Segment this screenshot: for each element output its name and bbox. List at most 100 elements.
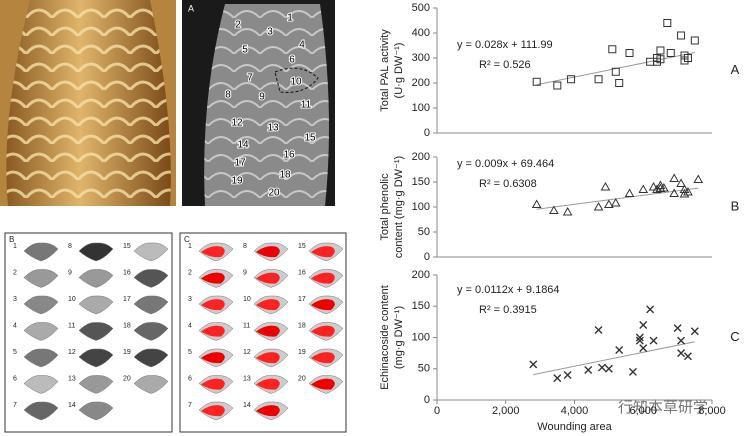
wound-area bbox=[311, 352, 335, 364]
point bbox=[594, 75, 603, 84]
scale-thumbnail bbox=[23, 375, 59, 394]
scale-number: 19 bbox=[298, 349, 306, 356]
point bbox=[615, 79, 624, 87]
scale-number: 17 bbox=[234, 158, 246, 169]
scale-number: 2 bbox=[235, 20, 241, 31]
scale-number: 12 bbox=[243, 349, 251, 356]
y-tick-label: 50 bbox=[418, 226, 430, 238]
point bbox=[669, 188, 680, 197]
scale-number: 7 bbox=[188, 402, 192, 409]
point bbox=[553, 374, 562, 383]
scale-number: 2 bbox=[188, 269, 192, 276]
scale-thumbnail bbox=[23, 348, 59, 368]
point bbox=[598, 363, 606, 372]
y-axis-label: Total phenolic bbox=[379, 173, 391, 241]
point bbox=[666, 49, 675, 57]
point bbox=[600, 181, 611, 191]
y-axis-label: (U·g DW⁻¹) bbox=[393, 43, 405, 99]
point bbox=[679, 184, 690, 193]
scale-number: 19 bbox=[123, 349, 131, 356]
scale-number: 1 bbox=[13, 243, 17, 250]
point bbox=[562, 206, 573, 216]
scale-number: 9 bbox=[259, 92, 265, 103]
scale-number: 10 bbox=[68, 296, 76, 303]
scale-number: 7 bbox=[247, 73, 253, 84]
scale-number: 17 bbox=[123, 296, 131, 303]
point bbox=[690, 327, 699, 336]
scale-number: 4 bbox=[299, 40, 305, 51]
scale-number: 3 bbox=[13, 296, 17, 303]
point bbox=[624, 188, 635, 197]
y-axis-label: content (mg·g DW⁻¹) bbox=[393, 156, 405, 258]
scale-number: 7 bbox=[13, 402, 17, 409]
scale-number: 1 bbox=[188, 243, 192, 250]
trendline-equation: y = 0.009x + 69.464 bbox=[457, 158, 554, 170]
scale-thumbnail bbox=[133, 242, 169, 262]
scale-number: 8 bbox=[68, 243, 72, 250]
x-axis-label: Wounding area bbox=[537, 421, 612, 433]
scale-thumbnail bbox=[78, 295, 114, 315]
trendline bbox=[533, 341, 695, 376]
y-tick-label: 0 bbox=[424, 394, 430, 406]
scale-number: 16 bbox=[283, 150, 295, 161]
photo-a: A bbox=[182, 0, 335, 206]
y-axis-label: (mg·g DW⁻¹) bbox=[393, 306, 405, 369]
photo-cone bbox=[0, 0, 176, 206]
wound-area bbox=[201, 246, 225, 258]
point bbox=[604, 199, 614, 208]
point bbox=[584, 366, 593, 374]
wound-area bbox=[201, 272, 225, 284]
panel-label: B bbox=[9, 235, 14, 244]
scale-thumbnail bbox=[78, 348, 114, 368]
scale-thumbnail bbox=[78, 242, 114, 262]
point bbox=[567, 75, 576, 84]
y-tick-label: 200 bbox=[412, 77, 430, 89]
scale-number: 4 bbox=[13, 322, 17, 329]
y-tick-label: 200 bbox=[412, 151, 430, 163]
point bbox=[615, 346, 624, 354]
scale-thumbnail bbox=[133, 322, 169, 341]
scale-number: 20 bbox=[123, 375, 131, 382]
point bbox=[669, 173, 680, 182]
y-axis-label: Echinacoside content bbox=[379, 285, 391, 390]
point bbox=[646, 305, 655, 314]
x-tick-label: 2,000 bbox=[492, 405, 520, 417]
y-tick-label: 200 bbox=[412, 269, 430, 281]
point bbox=[529, 360, 538, 369]
point bbox=[693, 174, 704, 183]
wound-area bbox=[311, 246, 335, 258]
scale-number: 8 bbox=[225, 90, 231, 101]
point bbox=[656, 55, 665, 64]
scale-number: 10 bbox=[243, 296, 251, 303]
x-tick-label: 6,000 bbox=[629, 405, 657, 417]
scale-number: 14 bbox=[68, 402, 76, 409]
point bbox=[531, 199, 542, 208]
scale-number: 3 bbox=[188, 296, 192, 303]
scale-number: 13 bbox=[68, 375, 76, 382]
scale-number: 14 bbox=[237, 140, 249, 151]
scale-number: 8 bbox=[243, 243, 247, 250]
scale-number: 13 bbox=[243, 375, 251, 382]
scale-thumbnail bbox=[78, 375, 114, 394]
point bbox=[608, 45, 617, 54]
r-squared: R² = 0.526 bbox=[479, 59, 531, 71]
scale-thumbnail bbox=[23, 242, 59, 262]
point bbox=[676, 178, 686, 187]
scale-number: 9 bbox=[243, 269, 247, 276]
y-tick-label: 50 bbox=[418, 363, 430, 375]
point bbox=[532, 77, 541, 86]
scale-thumbnail bbox=[78, 269, 114, 288]
scale-thumbnail bbox=[133, 348, 169, 368]
y-tick-label: 0 bbox=[424, 127, 430, 139]
scale-number: 14 bbox=[243, 402, 251, 409]
scale-number: 5 bbox=[13, 349, 17, 356]
y-axis-label: Total PAL activity bbox=[379, 29, 391, 112]
wound-area bbox=[201, 405, 225, 417]
trendline bbox=[536, 187, 699, 210]
scale-number: 17 bbox=[298, 296, 306, 303]
wound-area bbox=[256, 272, 280, 284]
scale-number: 10 bbox=[290, 77, 302, 88]
scale-number: 18 bbox=[279, 170, 291, 181]
scale-thumbnail bbox=[133, 375, 169, 394]
scale-number: 13 bbox=[267, 123, 279, 134]
